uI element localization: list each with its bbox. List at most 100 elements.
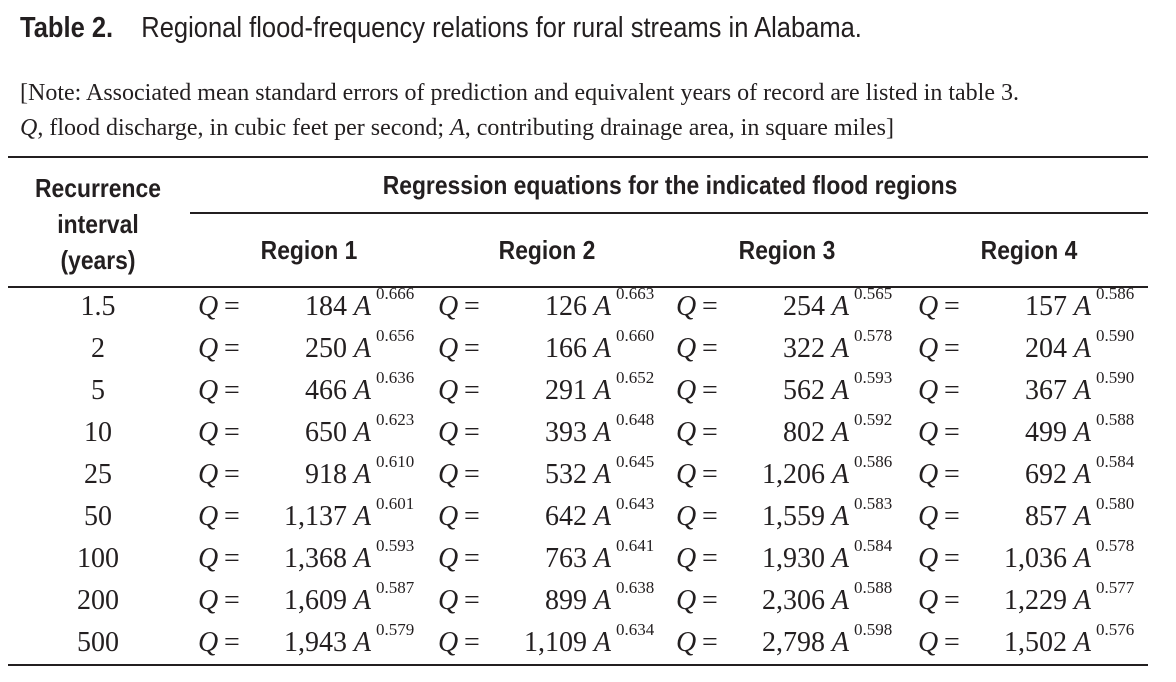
equals-sign: = <box>944 333 960 364</box>
discharge-symbol: Q <box>676 291 697 322</box>
table-row: 25 Q = 918 A 0.610 Q = 532 A 0.645 Q = 1,206 A 0.586 Q = 6… <box>0 452 1176 499</box>
recurrence-interval-cell: 200 <box>77 585 119 616</box>
equals-sign: = <box>224 291 240 322</box>
area-symbol: A <box>1073 291 1091 322</box>
exponent: 0.634 <box>616 620 655 639</box>
equals-sign: = <box>224 375 240 406</box>
note-a-symbol: A <box>450 115 465 141</box>
equals-sign: = <box>944 417 960 448</box>
equation-cell-region-1: Q = 1,943 A 0.579 <box>198 620 423 667</box>
exponent: 0.565 <box>854 284 893 303</box>
area-symbol: A <box>353 501 371 532</box>
area-symbol: A <box>593 291 611 322</box>
discharge-symbol: Q <box>676 459 697 490</box>
area-symbol: A <box>1073 459 1091 490</box>
equation-cell-region-2: Q = 642 A 0.643 <box>438 494 663 541</box>
equals-sign: = <box>464 459 480 490</box>
exponent: 0.588 <box>1096 410 1135 429</box>
area-symbol: A <box>593 585 611 616</box>
discharge-symbol: Q <box>676 543 697 574</box>
exponent: 0.643 <box>616 494 655 513</box>
discharge-symbol: Q <box>918 585 939 616</box>
discharge-symbol: Q <box>676 627 697 658</box>
discharge-symbol: Q <box>198 543 219 574</box>
equation-cell-region-1: Q = 466 A 0.636 <box>198 368 423 415</box>
recurrence-interval-cell: 5 <box>91 375 105 406</box>
equals-sign: = <box>702 543 718 574</box>
coefficient: 291 <box>545 375 587 406</box>
note-line-1: [Note: Associated mean standard errors o… <box>20 80 1019 106</box>
exponent: 0.656 <box>376 326 415 345</box>
discharge-symbol: Q <box>676 585 697 616</box>
area-symbol: A <box>593 333 611 364</box>
area-symbol: A <box>831 333 849 364</box>
area-symbol: A <box>1073 417 1091 448</box>
discharge-symbol: Q <box>198 291 219 322</box>
equation-cell-region-1: Q = 1,368 A 0.593 <box>198 536 423 583</box>
coefficient: 466 <box>305 375 347 406</box>
equals-sign: = <box>464 333 480 364</box>
recurrence-interval-cell: 50 <box>84 501 112 532</box>
equation-cell-region-4: Q = 1,229 A 0.577 <box>918 578 1143 625</box>
coefficient: 204 <box>1025 333 1067 364</box>
equation-cell-region-3: Q = 2,798 A 0.598 <box>676 620 901 667</box>
exponent: 0.641 <box>616 536 655 555</box>
table-row: 1.5 Q = 184 A 0.666 Q = 126 A 0.663 Q = 254 A 0.565 Q = 15… <box>0 284 1176 329</box>
equals-sign: = <box>702 375 718 406</box>
equation-cell-region-4: Q = 499 A 0.588 <box>918 410 1143 457</box>
equals-sign: = <box>224 333 240 364</box>
equation-cell-region-4: Q = 692 A 0.584 <box>918 452 1143 499</box>
equation-cell-region-4: Q = 367 A 0.590 <box>918 368 1143 415</box>
table-title: Table 2. Regional flood-frequency relatio… <box>20 12 862 45</box>
exponent: 0.590 <box>1096 368 1135 387</box>
exponent: 0.579 <box>376 620 415 639</box>
exponent: 0.593 <box>854 368 893 387</box>
recurrence-interval-cell: 100 <box>77 543 119 574</box>
exponent: 0.592 <box>854 410 893 429</box>
coefficient: 393 <box>545 417 587 448</box>
exponent: 0.601 <box>376 494 415 513</box>
exponent: 0.598 <box>854 620 893 639</box>
equals-sign: = <box>224 501 240 532</box>
header-recurrence-line-2: interval <box>57 209 139 239</box>
exponent: 0.663 <box>616 284 655 303</box>
equation-cell-region-1: Q = 1,609 A 0.587 <box>198 578 423 625</box>
coefficient: 367 <box>1025 375 1067 406</box>
discharge-symbol: Q <box>198 627 219 658</box>
table-row: 5 Q = 466 A 0.636 Q = 291 A 0.652 Q = 562 A 0.593 Q = 367 A… <box>0 368 1176 415</box>
header-region-3: Region 3 <box>738 235 836 265</box>
top-rule <box>8 156 1148 158</box>
equals-sign: = <box>464 417 480 448</box>
discharge-symbol: Q <box>198 501 219 532</box>
equals-sign: = <box>944 501 960 532</box>
discharge-symbol: Q <box>438 375 459 406</box>
header-recurrence-interval: Recurrence interval (years) <box>19 170 177 278</box>
coefficient: 802 <box>783 417 825 448</box>
discharge-symbol: Q <box>198 459 219 490</box>
exponent: 0.648 <box>616 410 655 429</box>
exponent: 0.636 <box>376 368 415 387</box>
coefficient: 250 <box>305 333 347 364</box>
exponent: 0.593 <box>376 536 415 555</box>
coefficient: 899 <box>545 585 587 616</box>
equation-cell-region-1: Q = 650 A 0.623 <box>198 410 423 457</box>
table-row: 500 Q = 1,943 A 0.579 Q = 1,109 A 0.634 Q = 2,798 A 0.5… <box>0 620 1176 667</box>
equals-sign: = <box>702 459 718 490</box>
exponent: 0.610 <box>376 452 415 471</box>
exponent: 0.586 <box>854 452 893 471</box>
area-symbol: A <box>353 543 371 574</box>
note-line-2: Q, flood discharge, in cubic feet per se… <box>20 111 1150 146</box>
equals-sign: = <box>702 291 718 322</box>
equals-sign: = <box>224 585 240 616</box>
exponent: 0.584 <box>1096 452 1135 471</box>
table-caption: Regional flood-frequency relations for r… <box>141 12 862 44</box>
equation-cell-region-3: Q = 1,206 A 0.586 <box>676 452 901 499</box>
area-symbol: A <box>831 459 849 490</box>
equation-cell-region-3: Q = 562 A 0.593 <box>676 368 901 415</box>
discharge-symbol: Q <box>676 333 697 364</box>
area-symbol: A <box>1073 501 1091 532</box>
area-symbol: A <box>1073 375 1091 406</box>
area-symbol: A <box>593 417 611 448</box>
recurrence-interval-cell: 1.5 <box>80 291 116 322</box>
area-symbol: A <box>353 375 371 406</box>
